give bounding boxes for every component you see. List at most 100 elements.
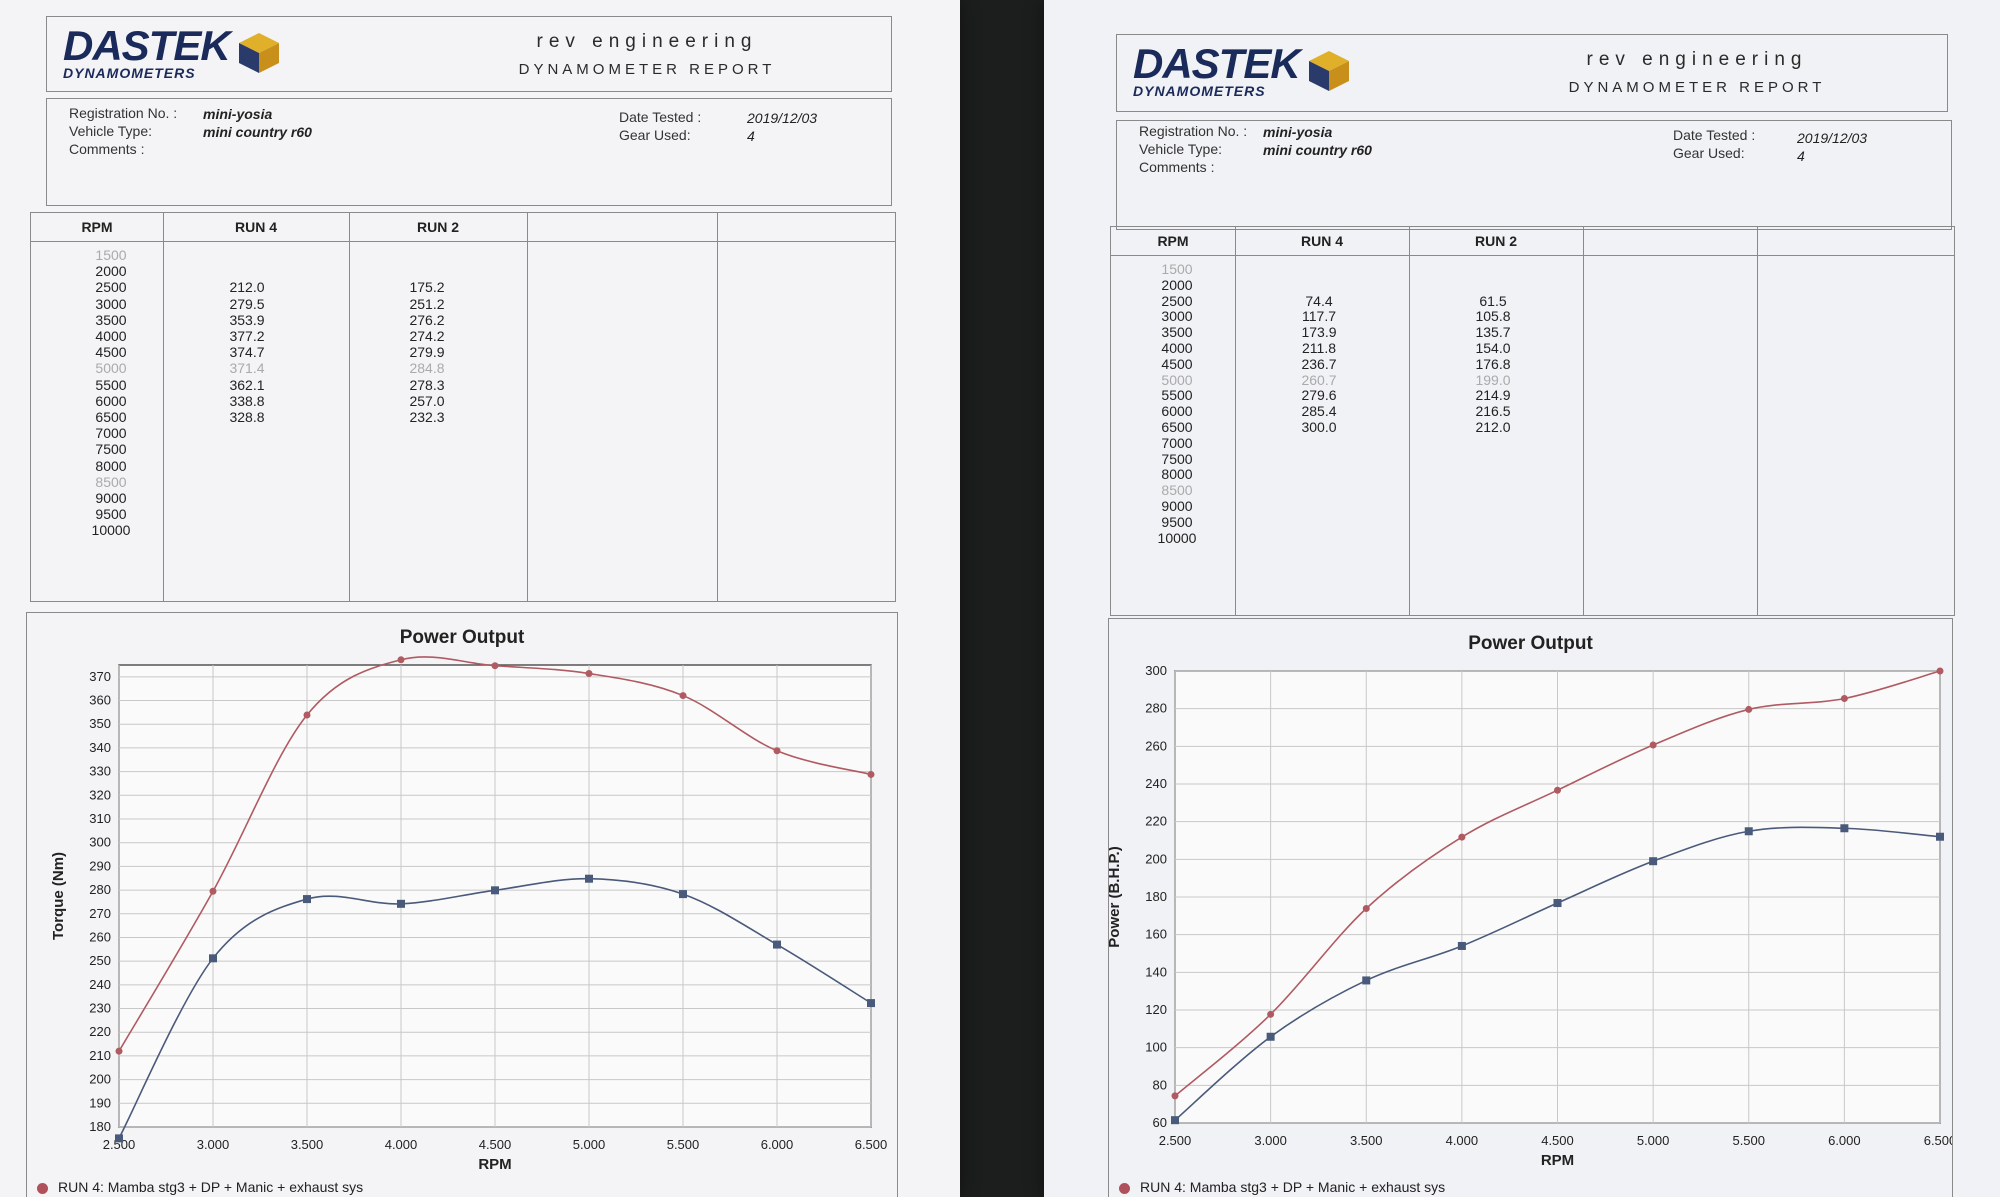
- legend-circle-icon: [37, 1182, 48, 1194]
- x-tick-label: 5.500: [1732, 1133, 1765, 1148]
- y-tick-label: 310: [89, 811, 111, 826]
- dyno-report-left: DASTEK DYNAMOMETERS rev engineering DYNA…: [0, 0, 960, 1197]
- table-cell-rpm: 2000: [1161, 276, 1193, 293]
- date-value: 2019/12/03: [1797, 130, 1868, 146]
- table-cell-rpm: 8000: [1161, 466, 1193, 483]
- table-cell-rpm: 1500: [1161, 261, 1193, 277]
- report-title: DYNAMOMETER REPORT: [1568, 79, 1826, 96]
- table-cell-run4: 353.9: [229, 311, 265, 328]
- x-tick-label: 4.000: [1446, 1133, 1479, 1148]
- y-tick-label: 200: [89, 1072, 111, 1087]
- table-cell-run4: 211.8: [1302, 340, 1336, 356]
- gear-value: 4: [747, 128, 755, 144]
- legend: RUN 4: Mamba stg3 + DP + Manic + exhaust…: [37, 1179, 363, 1195]
- x-axis-label: RPM: [478, 1156, 511, 1173]
- data-point-run2: [303, 895, 311, 904]
- table-cell-rpm: 4500: [1161, 355, 1193, 372]
- y-tick-label: 270: [89, 906, 111, 921]
- company-name: rev engineering: [1586, 49, 1808, 70]
- data-point-run2: [585, 874, 593, 883]
- comments-label: Comments :: [1139, 159, 1215, 175]
- data-point-run2: [397, 899, 405, 908]
- comments-label: Comments :: [69, 141, 145, 157]
- data-point-run4: [585, 670, 593, 678]
- x-tick-label: 3.000: [1254, 1133, 1287, 1148]
- table-cell-run2: 135.7: [1475, 324, 1511, 341]
- report-header: DASTEK DYNAMOMETERS rev engineering DYNA…: [1116, 34, 1948, 112]
- y-tick-label: 280: [1145, 701, 1167, 716]
- date-value: 2019/12/03: [747, 110, 818, 126]
- power-chart-svg: 60 80 100 120 140 160 180 200 220 240 260 280 300 2.5…: [1109, 663, 1952, 1169]
- y-tick-label: 290: [89, 858, 111, 873]
- y-tick-label: 140: [1145, 964, 1167, 979]
- data-point-run4: [1267, 1010, 1275, 1018]
- data-point-run2: [1362, 976, 1371, 985]
- logo-main-text: DASTEK: [1133, 40, 1301, 87]
- dyno-report-right: DASTEK DYNAMOMETERS rev engineering DYNA…: [1044, 0, 2000, 1197]
- table-cell-rpm: 3500: [95, 311, 127, 328]
- table-cell-rpm: 6000: [95, 392, 127, 409]
- y-tick-label: 250: [89, 953, 111, 968]
- dastek-logo: DASTEK DYNAMOMETERS: [1133, 40, 1301, 100]
- data-point-run2: [209, 954, 217, 963]
- table-cell-rpm: 7500: [95, 441, 127, 458]
- header-run2: RUN 2: [416, 219, 459, 235]
- data-point-run2: [1171, 1116, 1179, 1125]
- chart-title: Power Output: [399, 627, 525, 648]
- table-cell-rpm: 4000: [95, 328, 127, 344]
- table-cell-rpm: 8500: [1161, 482, 1193, 499]
- table-cell-rpm: 8500: [95, 473, 127, 490]
- table-cell-rpm: 3000: [95, 295, 127, 312]
- header-run4: RUN 4: [234, 219, 277, 235]
- y-tick-label: 240: [89, 977, 111, 992]
- table-cell-rpm: 4500: [95, 344, 127, 361]
- data-point-run4: [491, 662, 499, 670]
- table-cell-run2: 232.3: [409, 409, 445, 425]
- table-cell-run2: 105.8: [1475, 308, 1511, 325]
- y-tick-label: 240: [1145, 776, 1167, 791]
- data-point-run4: [303, 711, 311, 719]
- y-tick-label: 260: [89, 929, 111, 944]
- data-point-run4: [1649, 741, 1657, 749]
- table-cell-run4: 236.7: [1301, 355, 1337, 372]
- x-tick-label: 4.000: [385, 1137, 418, 1152]
- date-label: Date Tested :: [619, 109, 702, 125]
- table-cell-run4: 260.7: [1301, 371, 1337, 388]
- data-point-run2: [867, 999, 875, 1008]
- table-cell-run2: 214.9: [1475, 387, 1511, 404]
- logo-sub-text: DYNAMOMETERS: [63, 65, 196, 81]
- table-cell-run4: 173.9: [1301, 324, 1337, 341]
- table-cell-rpm: 10000: [1157, 529, 1197, 546]
- table-cell-run2: 176.8: [1475, 355, 1511, 372]
- table-cell-rpm: 2000: [95, 263, 127, 280]
- y-tick-label: 300: [1145, 663, 1167, 678]
- table-cell-rpm: 4000: [1161, 340, 1193, 356]
- table-cell-rpm: 2500: [1161, 292, 1193, 309]
- legend-label: RUN 4: Mamba stg3 + DP + Manic + exhaust…: [58, 1179, 364, 1195]
- x-tick-label: 2.500: [103, 1137, 136, 1152]
- y-tick-label: 180: [1145, 889, 1167, 904]
- table-cell-run2: 276.2: [409, 311, 445, 328]
- legend-label: RUN 4: Mamba stg3 + DP + Manic + exhaust…: [1140, 1179, 1446, 1195]
- table-cell-run2: 154.0: [1475, 340, 1511, 356]
- y-tick-label: 160: [1145, 927, 1167, 942]
- table-cell-run2: 278.3: [409, 376, 445, 393]
- x-tick-label: 6.000: [1828, 1133, 1861, 1148]
- y-tick-label: 350: [89, 716, 111, 731]
- y-tick-label: 340: [89, 740, 111, 755]
- y-tick-label: 100: [1145, 1040, 1167, 1055]
- y-tick-label: 300: [89, 835, 111, 850]
- registration-label: Registration No. :: [1139, 123, 1248, 139]
- x-tick-label: 5.000: [1637, 1133, 1670, 1148]
- series-line-run4: [1174, 670, 1941, 1097]
- table-cell-run2: 251.2: [409, 295, 445, 312]
- table-cell-rpm: 9500: [95, 506, 127, 523]
- y-tick-label: 280: [89, 882, 111, 897]
- table-cell-run2: 199.0: [1475, 371, 1511, 388]
- x-tick-label: 6.500: [1924, 1133, 1952, 1148]
- table-cell-rpm: 6500: [1161, 419, 1193, 435]
- y-tick-label: 220: [89, 1024, 111, 1039]
- gear-label: Gear Used:: [619, 127, 691, 143]
- chart-title: Power Output: [1468, 633, 1593, 654]
- data-point-run2: [1649, 857, 1658, 866]
